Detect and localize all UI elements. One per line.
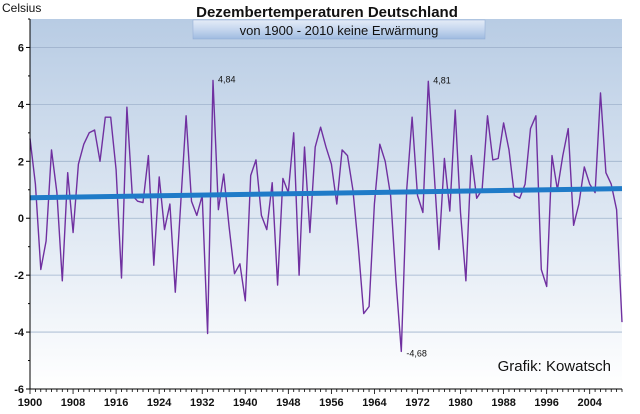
chart-credit: Grafik: Kowatsch: [498, 358, 611, 375]
x-tick-label: 1972: [405, 397, 429, 409]
x-tick-label: 1996: [534, 397, 558, 409]
x-tick-label: 1900: [18, 397, 42, 409]
y-tick-label: -6: [14, 384, 24, 396]
y-tick-label: 0: [18, 213, 24, 225]
chart-title: Dezembertemperaturen Deutschland: [196, 4, 458, 21]
data-label: 4,81: [433, 75, 451, 85]
y-axis-label: Celsius: [2, 1, 41, 15]
x-tick-label: 1924: [147, 397, 172, 409]
annotations: 4,84 4,81 -4,68: [218, 74, 451, 358]
x-tick-label: 1916: [104, 397, 128, 409]
x-tick-label: 1948: [276, 397, 300, 409]
y-axis: -6 -4 -2 0 2 4 6: [14, 18, 30, 396]
x-tick-label: 1932: [190, 397, 214, 409]
x-tick-label: 1908: [61, 397, 85, 409]
subtitle-box: [192, 19, 486, 40]
x-axis: 1900 1908 1916 1924 1932 1940 1948 1956 1964 1972…: [18, 389, 623, 409]
chart-subtitle: von 1900 - 2010 keine Erwärmung: [240, 23, 439, 38]
data-label: 4,84: [218, 74, 236, 84]
data-label: -4,68: [406, 348, 427, 358]
x-tick-label: 1940: [233, 397, 257, 409]
grid-lines: [30, 47, 622, 390]
plot-background: [30, 19, 622, 389]
y-tick-label: 4: [18, 99, 25, 111]
x-tick-label: 1956: [319, 397, 343, 409]
y-tick-label: 2: [18, 156, 24, 168]
x-tick-label: 2004: [577, 397, 602, 409]
y-tick-label: 6: [18, 42, 24, 54]
x-tick-label: 1964: [362, 397, 387, 409]
x-tick-label: 1988: [491, 397, 515, 409]
y-tick-label: -4: [14, 327, 25, 339]
x-tick-label: 1980: [448, 397, 472, 409]
trend-line: [29, 186, 623, 201]
y-tick-label: -2: [14, 270, 24, 282]
